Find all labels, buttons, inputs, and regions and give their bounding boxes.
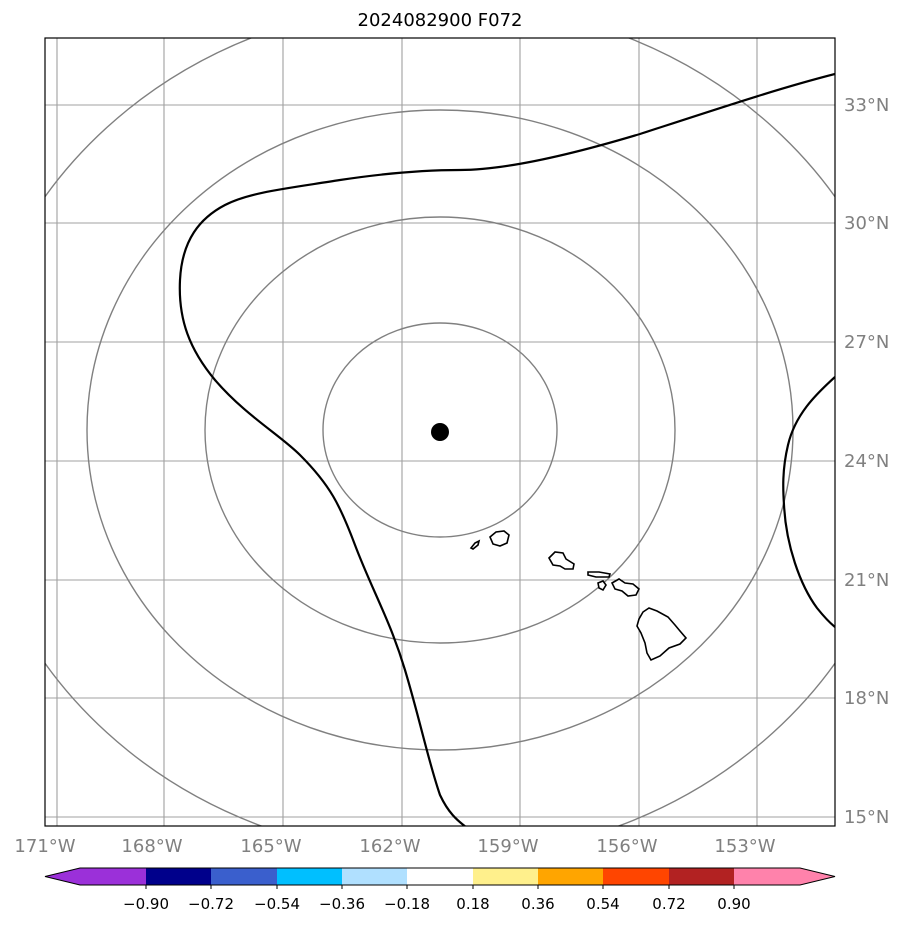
latitude-label: 33°N (844, 95, 889, 116)
longitude-label: 168°W (121, 836, 182, 857)
colorbar-segment (342, 868, 407, 885)
colorbar-segment (277, 868, 342, 885)
colorbar-segment (473, 868, 538, 885)
island-molokai (587, 571, 612, 578)
island-oahu (548, 551, 575, 570)
colorbar-tick-label: −0.36 (319, 895, 365, 913)
latitude-label: 30°N (844, 213, 889, 234)
latitude-label: 21°N (844, 570, 889, 591)
colorbar-segment (211, 868, 277, 885)
longitude-labels: 171°W 168°W 165°W 162°W 159°W 156°W 153°W (14, 836, 775, 857)
colorbar-tick-label: −0.90 (123, 895, 169, 913)
colorbar-tick-label: 0.36 (521, 895, 554, 913)
longitude-label: 162°W (359, 836, 420, 857)
island-kauai (489, 530, 510, 547)
latitude-label: 24°N (844, 451, 889, 472)
longitude-label: 153°W (714, 836, 775, 857)
colorbar-segment (734, 868, 835, 885)
range-ring (322, 322, 558, 538)
colorbar-tick-label: −0.18 (384, 895, 430, 913)
colorbar-tick-label: 0.18 (456, 895, 489, 913)
island-niihau (469, 539, 481, 550)
colorbar-segment (146, 868, 211, 885)
island-hawaii (636, 607, 688, 662)
longitude-label: 159°W (477, 836, 538, 857)
latitude-labels: 33°N 30°N 27°N 24°N 21°N 18°N 15°N (844, 95, 889, 828)
map-frame (44, 37, 836, 827)
range-ring (204, 216, 676, 644)
latitude-label: 27°N (844, 332, 889, 353)
colorbar-tick-label: 0.72 (652, 895, 685, 913)
contour-line-east (782, 376, 835, 628)
colorbar-segment (603, 868, 669, 885)
latitude-label: 15°N (844, 807, 889, 828)
colorbar-outline (44, 867, 836, 886)
contour-line-main (178, 72, 835, 826)
latitude-label: 18°N (844, 688, 889, 709)
hawaiian-islands (469, 530, 688, 662)
colorbar-segment (45, 868, 146, 885)
longitude-label: 156°W (596, 836, 657, 857)
colorbar-tick-label: 0.54 (586, 895, 619, 913)
map-title: 2024082900 F072 (358, 10, 523, 31)
colorbar-segment (538, 868, 603, 885)
colorbar-tick-label: −0.54 (254, 895, 300, 913)
longitude-label: 171°W (14, 836, 75, 857)
colorbar-segment (407, 868, 473, 885)
island-lanai (597, 580, 607, 592)
longitude-label: 165°W (240, 836, 301, 857)
colorbar-tick-label: 0.90 (717, 895, 750, 913)
latitude-gridlines (45, 104, 835, 818)
colorbar-segment (669, 868, 734, 885)
colorbar-tick-label: −0.72 (188, 895, 234, 913)
island-maui (610, 578, 640, 597)
colorbar: −0.90 −0.72 −0.54 −0.36 −0.18 0.18 0.36 0.54 0.7… (44, 867, 836, 913)
storm-center-marker (431, 423, 449, 441)
